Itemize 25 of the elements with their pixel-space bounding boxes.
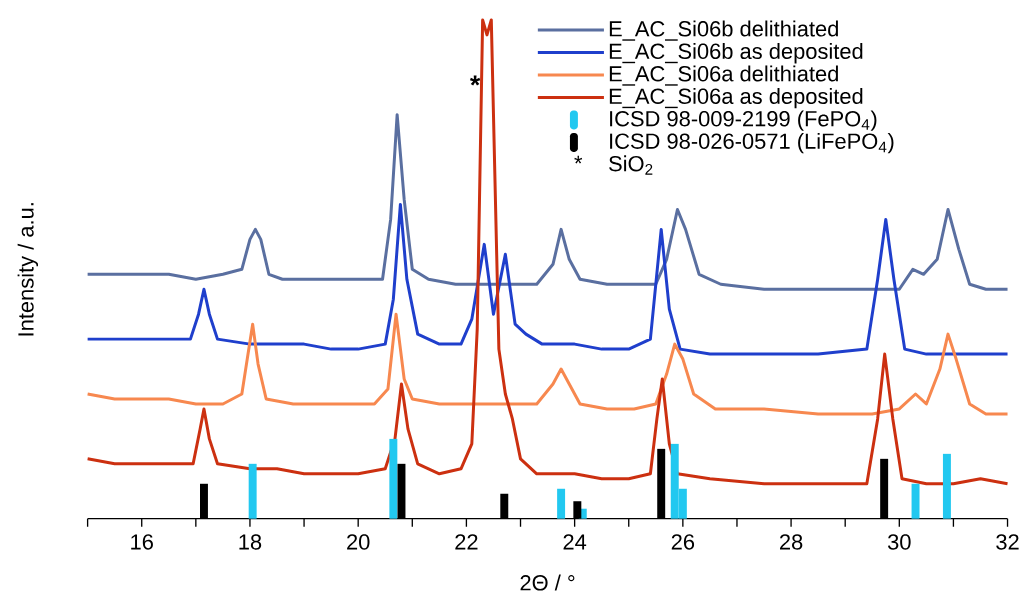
legend-label: E_AC_Si06a delithiated [609, 65, 838, 86]
bar [557, 488, 566, 519]
bar [942, 453, 951, 519]
x-axis-title: 2Θ / ° [520, 574, 575, 591]
annotation: * [469, 75, 481, 86]
legend-label: E_AC_Si06b as deposited [609, 42, 863, 64]
bar [248, 463, 257, 519]
bar [389, 438, 398, 519]
x-tick-label: 30 [887, 534, 911, 550]
legend-label: ICSD 98-009-2199 (FePO$_{4}$) [610, 110, 877, 131]
bar [911, 483, 920, 519]
x-tick-label: 32 [996, 534, 1019, 550]
legend-label: ICSD 98-026-0571 (LiFePO$_{4}$) [610, 132, 894, 154]
annotation: * [574, 155, 583, 164]
legend-label: E_AC_Si06b delithiated [609, 20, 838, 41]
legend-label: E_AC_Si06a as deposited [609, 87, 863, 109]
y-axis-title: Intensity / a.u. [17, 203, 39, 336]
annotation: SiO$_{2}$ [609, 155, 653, 175]
x-tick-label: 24 [563, 534, 587, 550]
x-tick-label: 16 [131, 534, 153, 550]
x-tick-label: 28 [780, 534, 803, 550]
x-tick-label: 20 [347, 534, 370, 550]
x-tick-label: 18 [239, 534, 262, 550]
x-tick-label: 22 [455, 534, 478, 550]
x-tick-label: 26 [671, 534, 695, 550]
